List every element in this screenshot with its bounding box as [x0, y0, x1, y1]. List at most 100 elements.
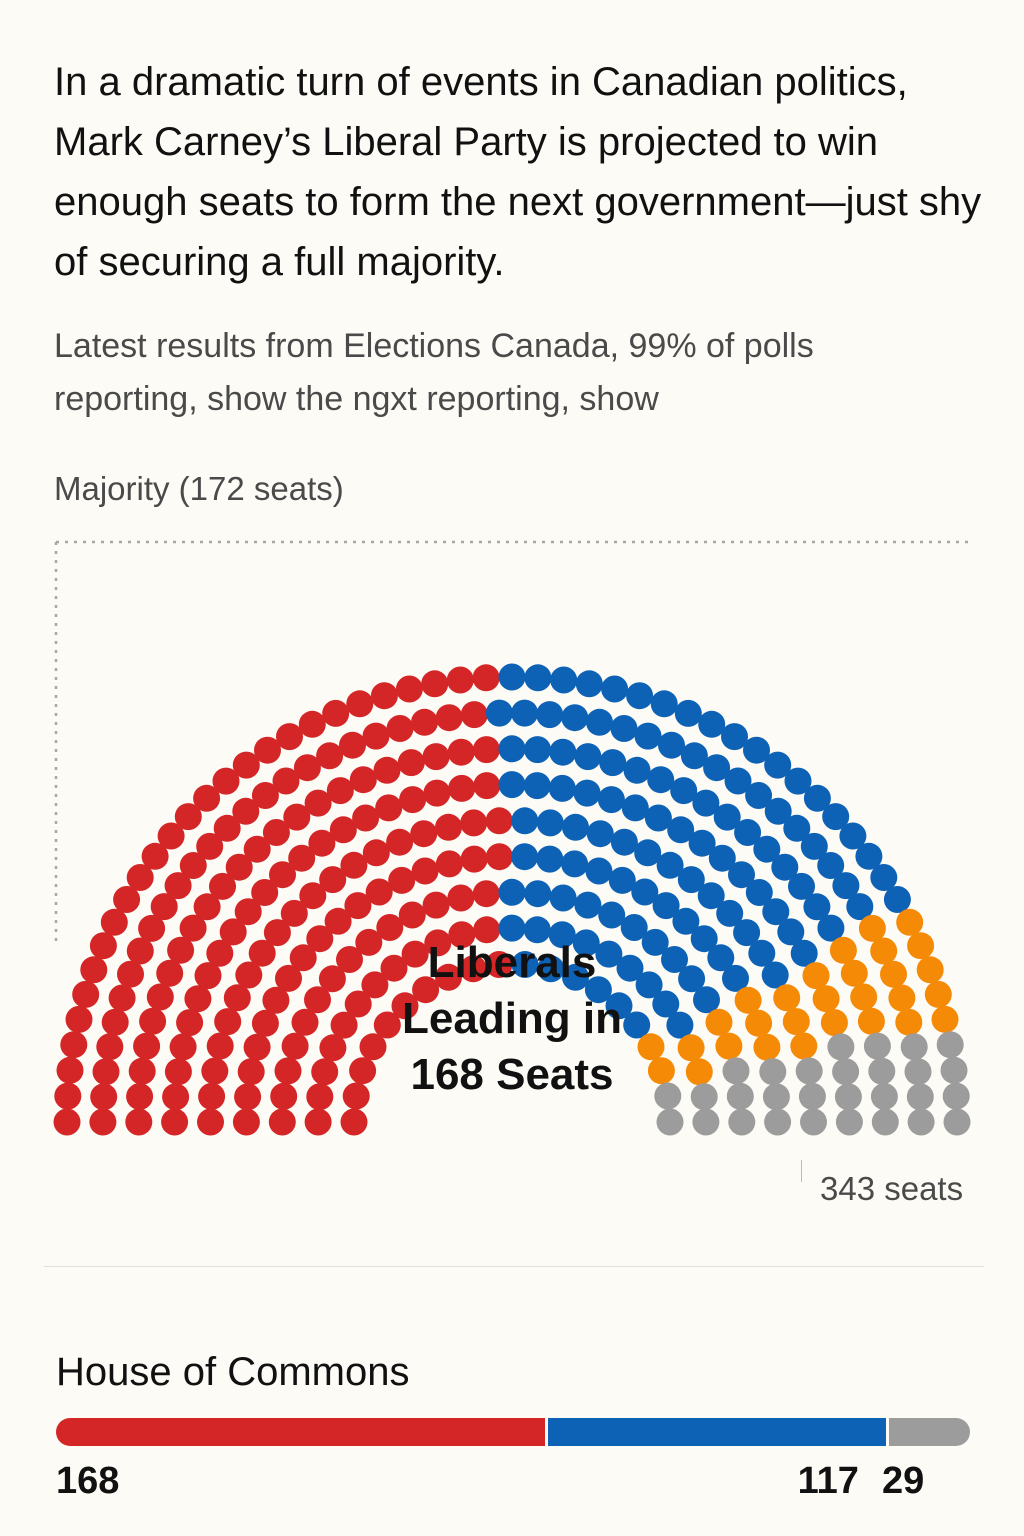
seat-dot-conservative [784, 767, 812, 795]
seat-dot-orange [715, 1032, 743, 1060]
seat-dot-liberal [447, 738, 475, 766]
seat-dot-liberal [196, 832, 224, 860]
seat-dot-liberal [411, 708, 438, 736]
seat-dot-conservative [623, 756, 651, 784]
seat-dot-liberal [193, 893, 221, 921]
seat-dot-conservative [626, 682, 654, 710]
seat-dot-conservative [616, 954, 644, 982]
seat-dot-liberal [397, 749, 425, 777]
seat-dot-conservative [605, 992, 633, 1020]
seat-dot-liberal [422, 891, 450, 919]
seat-dot-conservative [693, 986, 720, 1014]
seat-dot-orange [924, 980, 952, 1008]
seat-dot-conservative [790, 939, 818, 967]
seat-dots [53, 663, 971, 1136]
seat-dot-liberal [193, 784, 221, 812]
seat-dot-liberal [90, 1083, 118, 1111]
seat-dot-liberal [161, 1108, 189, 1136]
seat-dot-conservative [743, 736, 770, 764]
seat-dot-conservative [777, 918, 805, 946]
seat-dot-liberal [319, 866, 347, 894]
seat-dot-conservative [771, 853, 799, 881]
seat-dot-liberal [248, 939, 276, 967]
seat-dot-liberal [209, 872, 236, 900]
seat-dot-conservative [722, 964, 749, 992]
seat-dot-other [759, 1058, 787, 1086]
seat-dot-conservative [764, 797, 792, 825]
seat-dot-other [690, 1083, 718, 1111]
seat-dot-orange [705, 1008, 733, 1036]
seat-dot-liberal [380, 954, 408, 982]
seat-dot-orange [857, 1007, 885, 1035]
seat-dot-conservative [610, 715, 638, 742]
seat-dot-conservative [548, 774, 576, 802]
seat-dot-liberal [322, 699, 350, 727]
seat-dot-liberal [125, 1108, 153, 1136]
seat-dot-conservative [753, 835, 781, 863]
seat-dot-liberal [386, 715, 414, 742]
seat-dot-liberal [473, 736, 500, 764]
seat-dot-liberal [398, 901, 426, 929]
seat-dot-orange [858, 914, 886, 942]
seat-dot-liberal [447, 884, 475, 912]
seat-dot-liberal [423, 779, 451, 807]
seat-dot-conservative [650, 690, 678, 718]
seat-dot-conservative [855, 842, 883, 870]
seat-hemicycle-chart [53, 540, 971, 1136]
seat-dot-liberal [274, 1057, 302, 1085]
seat-dot-liberal [184, 985, 212, 1013]
seat-dot-orange [802, 962, 830, 990]
seat-dot-liberal [232, 1108, 260, 1136]
seat-dot-liberal [201, 1057, 229, 1085]
seat-dot-orange [734, 986, 762, 1014]
seat-dot-conservative [728, 861, 755, 889]
seat-dot-liberal [365, 878, 393, 906]
seat-dot-liberal [213, 814, 241, 842]
seat-dot-liberal [316, 742, 344, 770]
seat-dot-liberal [306, 1083, 334, 1111]
seat-dot-orange [820, 1009, 848, 1037]
subheadline: Latest results from Elections Canada, 99… [54, 327, 814, 418]
seat-dot-other [863, 1032, 891, 1060]
seat-dot-liberal [373, 756, 401, 784]
seat-dot-conservative [562, 963, 589, 991]
seat-dot-liberal [346, 690, 374, 718]
seat-dot-other [942, 1082, 970, 1110]
seat-dot-conservative [692, 789, 720, 817]
seat-dot-other [907, 1108, 935, 1136]
seat-dot-conservative [803, 893, 831, 921]
seat-dot-liberal [391, 992, 419, 1020]
seat-dot-liberal [96, 1033, 124, 1061]
seat-dot-conservative [803, 784, 831, 812]
seat-dot-liberal [146, 983, 174, 1011]
seat-dot-conservative [672, 907, 700, 935]
seat-dot-liberal [100, 908, 128, 936]
seat-dot-conservative [652, 990, 680, 1018]
seat-dot-liberal [108, 984, 136, 1012]
seat-dot-liberal [138, 914, 166, 942]
seat-dot-liberal [373, 1011, 401, 1039]
seat-dot-conservative [832, 872, 860, 900]
seat-dot-conservative [511, 699, 539, 727]
seat-dot-conservative [601, 675, 629, 703]
seat-dot-liberal [304, 986, 331, 1014]
seat-dot-conservative [745, 879, 773, 906]
seat-dot-liberal [344, 990, 372, 1018]
seat-dot-liberal [254, 736, 281, 764]
seat-dot-liberal [388, 866, 416, 894]
seat-dot-conservative [658, 731, 685, 759]
seat-dot-liberal [162, 1083, 190, 1111]
seat-dot-conservative [549, 738, 577, 766]
seat-dot-conservative [573, 779, 601, 807]
seat-dot-liberal [219, 918, 247, 946]
seat-dot-other [936, 1031, 964, 1059]
seat-dot-liberal [283, 803, 311, 831]
seat-dot-liberal [164, 1058, 192, 1086]
seat-dot-orange [753, 1033, 781, 1061]
seat-dot-liberal [460, 809, 488, 837]
total-seats-label: 343 seats [820, 1170, 964, 1207]
seat-dot-conservative [597, 786, 625, 814]
seat-dot-liberal [126, 1083, 154, 1110]
seat-dot-liberal [194, 962, 222, 990]
seat-dot-liberal [435, 704, 463, 732]
